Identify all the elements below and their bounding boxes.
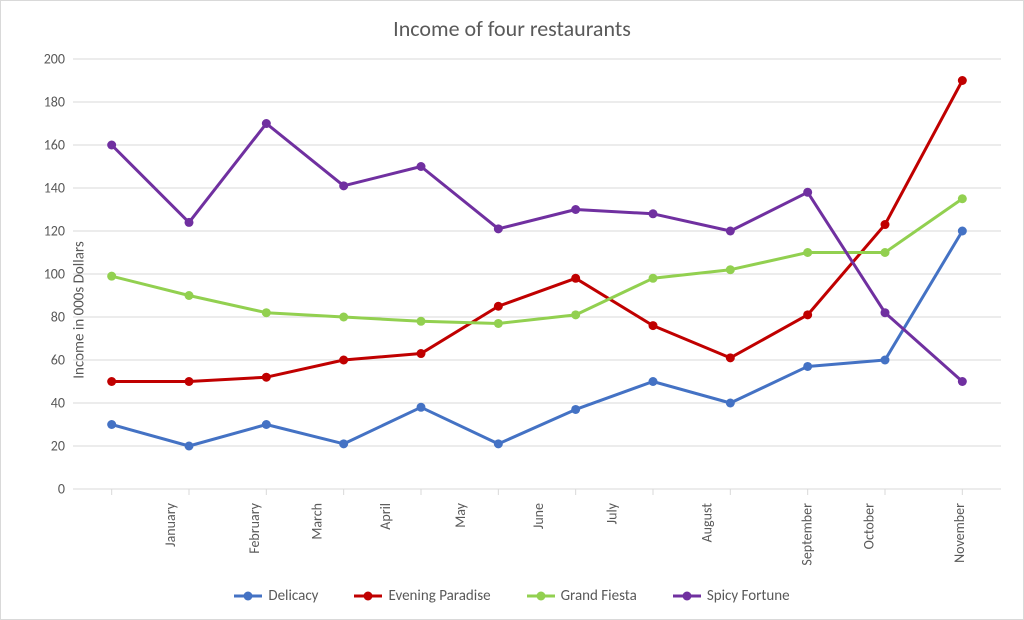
chart-title: Income of four restaurants — [9, 15, 1015, 42]
series-marker — [494, 224, 503, 233]
legend-label: Spicy Fortune — [707, 587, 790, 605]
series-marker — [803, 248, 812, 257]
series-marker — [649, 377, 658, 386]
series-marker — [262, 119, 271, 128]
x-tick-label: January — [162, 503, 179, 547]
x-tick-label: May — [452, 503, 469, 528]
series-line — [112, 199, 963, 324]
series-marker — [417, 403, 426, 412]
series-marker — [958, 76, 967, 85]
series-marker — [958, 377, 967, 386]
y-tick-label: 180 — [44, 94, 65, 111]
y-tick-label: 40 — [51, 395, 65, 412]
series-marker — [726, 353, 735, 362]
legend-item: Grand Fiesta — [527, 587, 637, 605]
legend-label: Evening Paradise — [388, 587, 490, 605]
legend-swatch — [673, 589, 701, 603]
series-marker — [649, 209, 658, 218]
series-marker — [185, 218, 194, 227]
series-marker — [339, 181, 348, 190]
x-tick-label: March — [309, 503, 326, 540]
legend-label: Grand Fiesta — [561, 587, 637, 605]
legend-swatch — [527, 589, 555, 603]
series-marker — [339, 356, 348, 365]
x-tick-label: February — [246, 503, 263, 554]
series-marker — [494, 319, 503, 328]
series-marker — [571, 310, 580, 319]
chart-container: Income of four restaurants Income in 000… — [0, 0, 1024, 620]
series-marker — [494, 439, 503, 448]
series-line — [112, 231, 963, 446]
x-tick-label: June — [530, 503, 547, 529]
x-tick-label: July — [603, 503, 620, 524]
y-tick-label: 120 — [44, 223, 65, 240]
plot-area: 020406080100120140160180200JanuaryFebrua… — [73, 59, 1001, 489]
series-marker — [726, 227, 735, 236]
series-marker — [107, 420, 116, 429]
series-marker — [958, 194, 967, 203]
series-marker — [726, 399, 735, 408]
series-marker — [881, 248, 890, 257]
legend-label: Delicacy — [268, 587, 318, 605]
series-marker — [185, 377, 194, 386]
y-tick-label: 60 — [51, 352, 65, 369]
x-tick-label: October — [860, 503, 877, 549]
series-marker — [803, 188, 812, 197]
x-tick-label: August — [698, 503, 715, 542]
series-marker — [803, 362, 812, 371]
series-marker — [262, 308, 271, 317]
series-marker — [417, 349, 426, 358]
series-marker — [881, 308, 890, 317]
series-marker — [185, 442, 194, 451]
y-tick-label: 160 — [44, 137, 65, 154]
x-tick-label: November — [951, 503, 968, 563]
series-marker — [571, 405, 580, 414]
y-tick-label: 20 — [51, 438, 65, 455]
series-marker — [494, 302, 503, 311]
series-marker — [803, 310, 812, 319]
legend: Delicacy Evening Paradise Grand Fiesta Spic… — [1, 587, 1023, 605]
y-tick-label: 80 — [51, 309, 65, 326]
series-marker — [262, 373, 271, 382]
series-marker — [417, 162, 426, 171]
series-marker — [881, 220, 890, 229]
series-marker — [571, 205, 580, 214]
line-chart-svg — [73, 59, 1001, 489]
y-tick-label: 200 — [44, 51, 65, 68]
series-marker — [185, 291, 194, 300]
series-marker — [649, 274, 658, 283]
series-marker — [881, 356, 890, 365]
series-marker — [339, 439, 348, 448]
series-marker — [726, 265, 735, 274]
legend-swatch — [354, 589, 382, 603]
series-marker — [571, 274, 580, 283]
series-marker — [649, 321, 658, 330]
series-marker — [262, 420, 271, 429]
series-marker — [958, 227, 967, 236]
x-tick-label: September — [799, 503, 816, 566]
legend-item: Spicy Fortune — [673, 587, 790, 605]
series-marker — [417, 317, 426, 326]
series-marker — [339, 313, 348, 322]
y-tick-label: 0 — [58, 481, 65, 498]
x-tick-label: April — [376, 503, 393, 530]
legend-item: Delicacy — [234, 587, 318, 605]
y-tick-label: 140 — [44, 180, 65, 197]
y-tick-label: 100 — [44, 266, 65, 283]
series-marker — [107, 272, 116, 281]
series-marker — [107, 141, 116, 150]
series-marker — [107, 377, 116, 386]
legend-item: Evening Paradise — [354, 587, 490, 605]
legend-swatch — [234, 589, 262, 603]
